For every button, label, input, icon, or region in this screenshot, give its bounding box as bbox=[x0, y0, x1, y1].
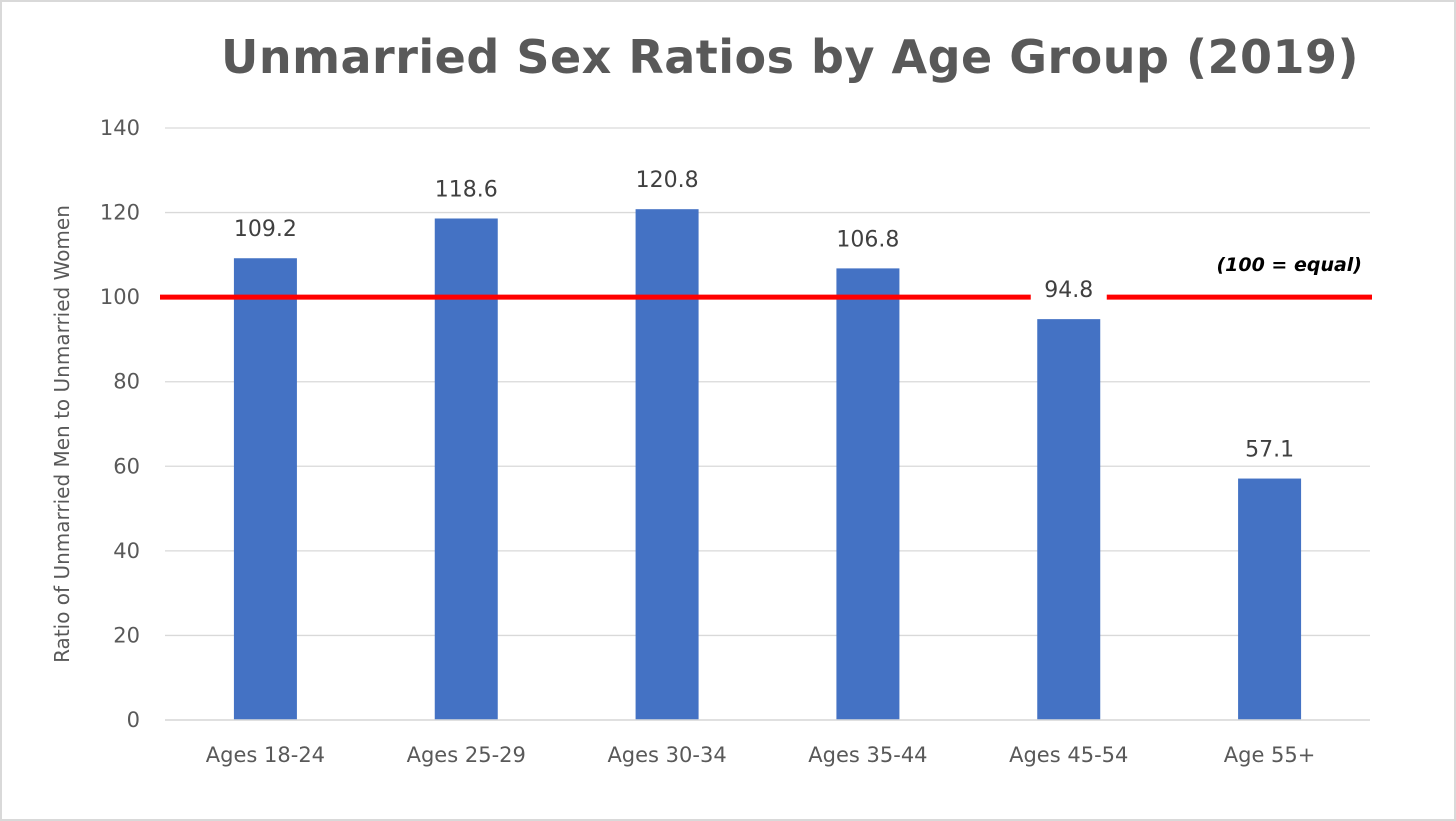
y-tick-label: 0 bbox=[127, 708, 140, 732]
y-tick-label: 60 bbox=[113, 454, 140, 478]
reference-line-label: (100 = equal) bbox=[1216, 254, 1362, 276]
x-tick-label: Ages 25-29 bbox=[407, 743, 526, 767]
bar bbox=[635, 209, 699, 720]
bar bbox=[233, 258, 297, 720]
y-tick-label: 120 bbox=[100, 201, 140, 225]
x-tick-label: Ages 18-24 bbox=[206, 743, 325, 767]
x-tick-label: Ages 35-44 bbox=[808, 743, 927, 767]
y-tick-label: 100 bbox=[100, 285, 140, 309]
data-label-background bbox=[428, 174, 505, 205]
bar bbox=[836, 268, 900, 720]
y-tick-label: 20 bbox=[113, 623, 140, 647]
data-label: 57.1 bbox=[1245, 438, 1294, 463]
y-tick-label: 80 bbox=[113, 370, 140, 394]
data-label-background bbox=[227, 214, 304, 245]
x-tick-label: Ages 30-34 bbox=[607, 743, 726, 767]
y-tick-label: 140 bbox=[100, 116, 140, 140]
bar bbox=[1238, 478, 1302, 720]
data-label: 120.8 bbox=[636, 168, 699, 193]
chart-title: Unmarried Sex Ratios by Age Group (2019) bbox=[220, 30, 1360, 84]
bar bbox=[434, 218, 498, 720]
data-label: 109.2 bbox=[234, 217, 297, 242]
data-label-background bbox=[1030, 275, 1107, 306]
data-label: 118.6 bbox=[435, 177, 498, 202]
data-label: 94.8 bbox=[1044, 278, 1093, 303]
y-tick-label: 40 bbox=[113, 539, 140, 563]
data-label-background bbox=[829, 224, 906, 255]
bar bbox=[1037, 319, 1101, 720]
data-label: 106.8 bbox=[836, 227, 899, 252]
x-tick-label: Ages 45-54 bbox=[1009, 743, 1128, 767]
data-label-background bbox=[629, 165, 706, 196]
x-tick-label: Age 55+ bbox=[1224, 743, 1316, 767]
data-label-background bbox=[1231, 434, 1308, 465]
